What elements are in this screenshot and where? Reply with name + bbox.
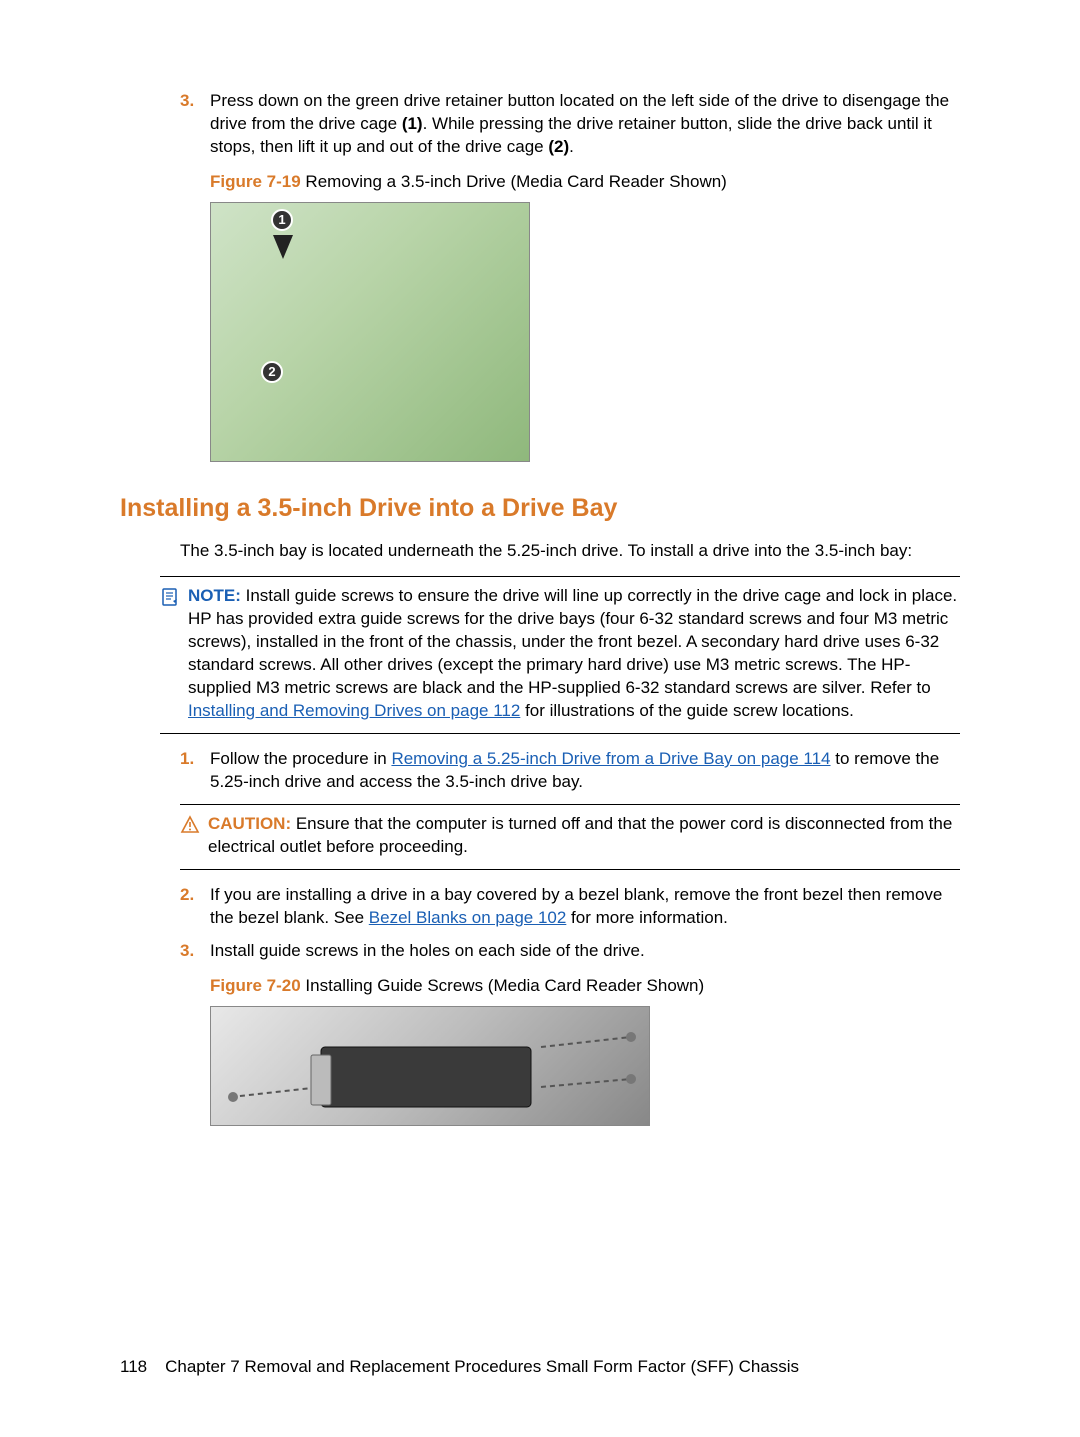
figure-marker-1: 1 xyxy=(271,209,293,231)
figure-label: Figure 7-19 xyxy=(210,172,301,191)
step-body: Press down on the green drive retainer b… xyxy=(210,90,960,159)
callout-ref-1: (1) xyxy=(402,114,423,133)
page-footer: 118 Chapter 7 Removal and Replacement Pro… xyxy=(120,1357,960,1377)
note-xref-link[interactable]: Installing and Removing Drives on page 1… xyxy=(188,701,520,720)
step-3: 3. Press down on the green drive retaine… xyxy=(180,90,960,159)
list-item-2: 2. If you are installing a drive in a ba… xyxy=(180,884,960,930)
i1-xref-link[interactable]: Removing a 5.25-inch Drive from a Drive … xyxy=(391,749,830,768)
step-number: 3. xyxy=(180,90,210,159)
section-heading: Installing a 3.5-inch Drive into a Drive… xyxy=(120,492,960,526)
note-text-a: Install guide screws to ensure the drive… xyxy=(188,586,957,697)
caution-body: CAUTION: Ensure that the computer is tur… xyxy=(208,813,960,859)
step-body: If you are installing a drive in a bay c… xyxy=(210,884,960,930)
note-callout: NOTE: Install guide screws to ensure the… xyxy=(160,576,960,734)
note-icon xyxy=(160,585,188,723)
figure-719-image: 1 2 xyxy=(210,202,530,462)
step-body: Follow the procedure in Removing a 5.25-… xyxy=(210,748,960,794)
note-label: NOTE: xyxy=(188,586,241,605)
document-page: 3. Press down on the green drive retaine… xyxy=(0,0,1080,1437)
list-item-1: 1. Follow the procedure in Removing a 5.… xyxy=(180,748,960,794)
page-content: 3. Press down on the green drive retaine… xyxy=(120,90,960,1126)
chapter-title: Chapter 7 Removal and Replacement Proced… xyxy=(165,1357,799,1376)
figure-caption-text: Installing Guide Screws (Media Card Read… xyxy=(301,976,704,995)
note-body: NOTE: Install guide screws to ensure the… xyxy=(188,585,960,723)
step-number: 1. xyxy=(180,748,210,794)
figure-719-caption: Figure 7-19 Removing a 3.5-inch Drive (M… xyxy=(210,171,960,194)
caution-icon xyxy=(180,813,208,859)
caution-text: Ensure that the computer is turned off a… xyxy=(208,814,952,856)
figure-720-image xyxy=(210,1006,650,1126)
step-number: 2. xyxy=(180,884,210,930)
callout-ref-2: (2) xyxy=(548,137,569,156)
list-item-3: 3. Install guide screws in the holes on … xyxy=(180,940,960,963)
note-text-b: for illustrations of the guide screw loc… xyxy=(520,701,854,720)
step-number: 3. xyxy=(180,940,210,963)
figure-caption-text: Removing a 3.5-inch Drive (Media Card Re… xyxy=(301,172,727,191)
step3-text-c: . xyxy=(569,137,574,156)
caution-label: CAUTION: xyxy=(208,814,291,833)
i1-text-a: Follow the procedure in xyxy=(210,749,391,768)
step-body: Install guide screws in the holes on eac… xyxy=(210,940,960,963)
figure-label: Figure 7-20 xyxy=(210,976,301,995)
intro-paragraph: The 3.5-inch bay is located underneath t… xyxy=(180,540,960,563)
figure-720-caption: Figure 7-20 Installing Guide Screws (Med… xyxy=(210,975,960,998)
caution-callout: CAUTION: Ensure that the computer is tur… xyxy=(180,804,960,870)
i2-xref-link[interactable]: Bezel Blanks on page 102 xyxy=(369,908,567,927)
i2-text-b: for more information. xyxy=(566,908,728,927)
page-number: 118 xyxy=(120,1357,147,1377)
figure-marker-2: 2 xyxy=(261,361,283,383)
arrow-down-icon xyxy=(273,235,293,259)
